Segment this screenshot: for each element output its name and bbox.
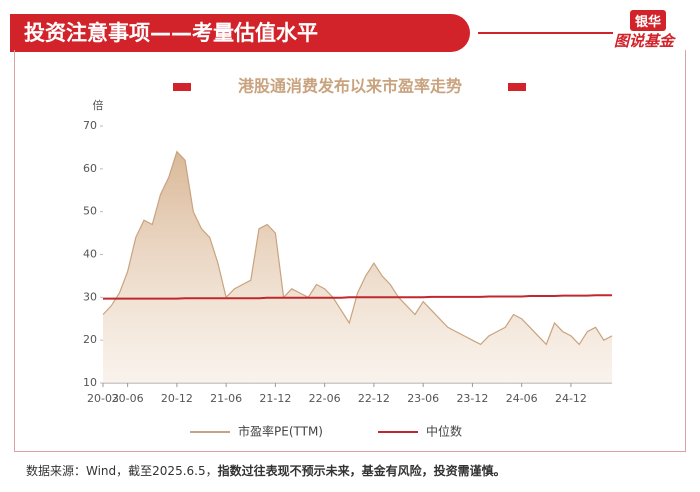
area-fill — [103, 151, 612, 383]
x-tick-label: 20-06 — [112, 392, 144, 405]
source: 数据来源：Wind，截至2025.6.5， — [26, 464, 218, 478]
x-tick-label: 24-12 — [555, 392, 587, 405]
x-tick-label: 23-06 — [407, 392, 439, 405]
chart: 港股通消费发布以来市盈率走势 倍 10 20 30 40 50 60 70 20-0320-0… — [83, 77, 613, 439]
x-tick-label: 22-12 — [358, 392, 390, 405]
legend-label: 中位数 — [426, 424, 462, 439]
median-line — [103, 294, 612, 300]
x-tick-label: 21-06 — [210, 392, 242, 405]
x-tick-label: 24-06 — [506, 392, 538, 405]
y-tick-label: 50 — [83, 205, 97, 218]
chart-card — [14, 50, 686, 452]
x-tick-label: 23-12 — [456, 392, 488, 405]
logo-top: 银华 — [630, 10, 667, 31]
y-tick-label: 20 — [83, 333, 97, 346]
chart-title: 港股通消费发布以来市盈率走势 — [238, 77, 462, 96]
disclaimer: 指数过往表现不预示未来，基金有风险，投资需谨慎。 — [217, 464, 506, 478]
title-banner: 投资注意事项——考量估值水平 — [10, 14, 470, 52]
x-tick-label: 21-12 — [259, 392, 291, 405]
title-rule — [478, 32, 613, 34]
logo-bottom: 图说基金 — [614, 32, 675, 50]
y-tick-label: 40 — [83, 248, 97, 261]
y-tick-label: 10 — [83, 376, 97, 389]
legend-label: 市盈率PE(TTM) — [238, 424, 323, 439]
logo: 银华 图说基金 — [612, 10, 692, 54]
y-tick-label: 70 — [83, 119, 97, 132]
page-title: 投资注意事项——考量估值水平 — [24, 21, 318, 45]
footer: 数据来源：Wind，截至2025.6.5，指数过往表现不预示未来，基金有风险，投… — [26, 462, 506, 479]
x-tick-label: 20-03 — [87, 392, 119, 405]
title-deco — [508, 83, 526, 91]
area-line — [102, 150, 613, 346]
y-axis-label: 倍 — [93, 98, 104, 112]
y-tick-label: 60 — [83, 162, 97, 175]
x-tick-label: 22-06 — [309, 392, 341, 405]
title-deco — [173, 83, 191, 91]
x-tick-label: 20-12 — [161, 392, 193, 405]
y-tick-label: 30 — [83, 290, 97, 303]
